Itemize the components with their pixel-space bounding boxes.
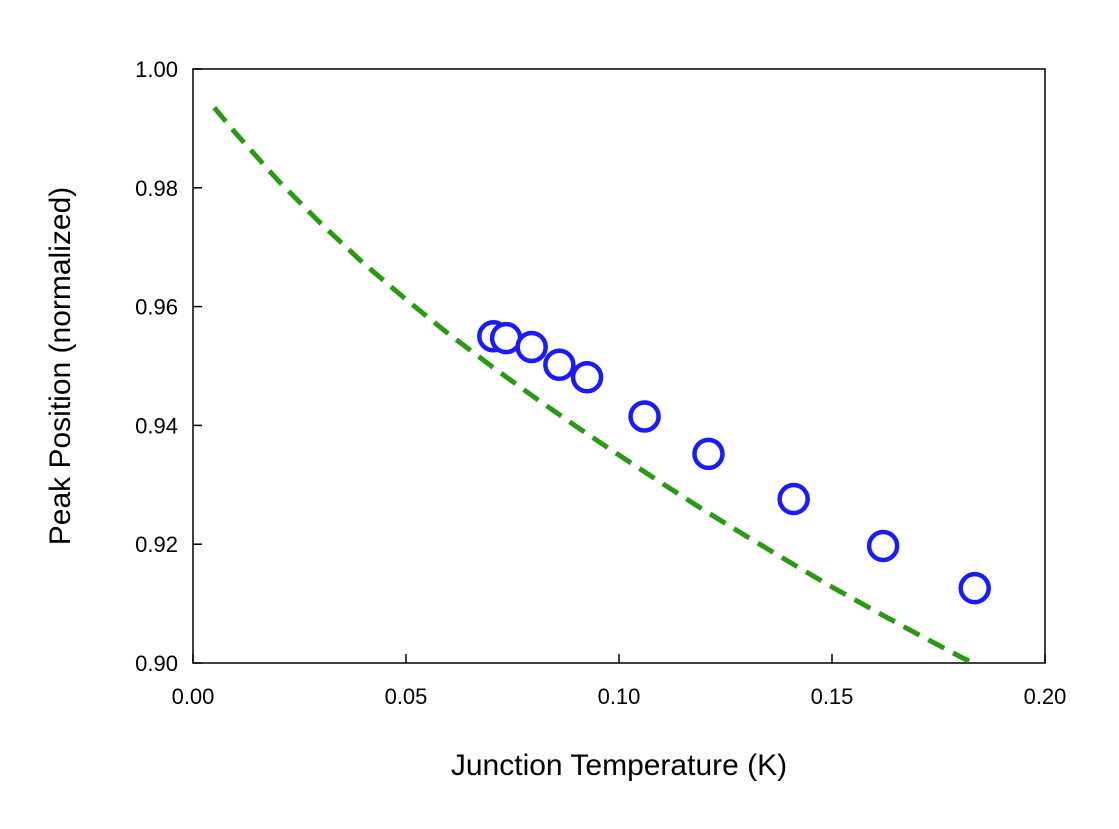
x-tick-label: 0.00 (172, 684, 215, 709)
data-point (866, 529, 900, 563)
y-axis-ticks: 0.90 0.92 0.94 0.96 0.98 1.00 (135, 57, 202, 676)
y-tick-label: 0.90 (135, 651, 178, 676)
markers-layer (477, 320, 991, 605)
y-tick-label: 0.92 (135, 532, 178, 557)
data-point (570, 361, 604, 394)
y-tick-label: 1.00 (135, 57, 178, 82)
x-axis-ticks: 0.00 0.05 0.10 0.15 0.20 (172, 654, 1067, 709)
y-tick-label: 0.94 (135, 413, 178, 438)
y-axis-title: Peak Position (normalized) (44, 187, 77, 546)
data-point (543, 348, 576, 382)
data-point (777, 482, 810, 516)
fit-line-layer (212, 106, 979, 663)
data-point (515, 330, 548, 364)
y-tick-label: 0.96 (135, 295, 178, 320)
data-point (628, 400, 661, 433)
x-tick-label: 0.15 (811, 684, 854, 709)
data-point (692, 437, 725, 471)
data-point (958, 571, 991, 605)
x-axis-title: Junction Temperature (K) (451, 749, 787, 782)
x-tick-label: 0.05 (385, 684, 428, 709)
x-tick-label: 0.20 (1024, 684, 1067, 709)
fit-curve (212, 106, 979, 663)
x-tick-label: 0.10 (598, 684, 641, 709)
plot-area (192, 68, 1046, 664)
y-tick-label: 0.98 (135, 176, 178, 201)
